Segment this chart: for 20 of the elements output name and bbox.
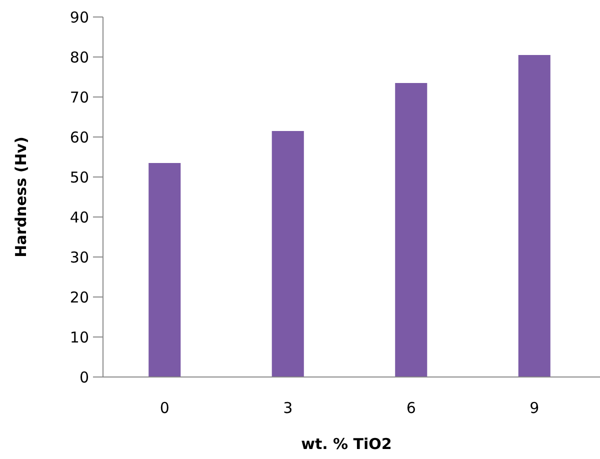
x-tick-label: 3: [283, 399, 293, 417]
bar: [272, 131, 304, 377]
bar: [395, 83, 428, 377]
y-tick-label: 0: [79, 368, 89, 386]
x-axis-title: wt. % TiO2: [301, 435, 392, 453]
y-tick-label: 10: [70, 328, 89, 346]
y-tick-label: 50: [70, 168, 89, 186]
x-tick-label: 9: [530, 399, 540, 417]
y-tick-label: 20: [70, 288, 89, 306]
y-tick-label: 90: [70, 8, 89, 26]
bar: [518, 55, 550, 377]
x-tick-label: 0: [160, 399, 170, 417]
y-tick-label: 60: [70, 128, 89, 146]
y-axis-title: Hardness (Hv): [12, 136, 30, 258]
y-tick-label: 30: [70, 248, 89, 266]
bar: [148, 163, 181, 377]
x-tick-label: 6: [406, 399, 416, 417]
y-tick-label: 70: [70, 88, 89, 106]
y-tick-label: 80: [70, 48, 89, 66]
y-tick-label: 40: [70, 208, 89, 226]
